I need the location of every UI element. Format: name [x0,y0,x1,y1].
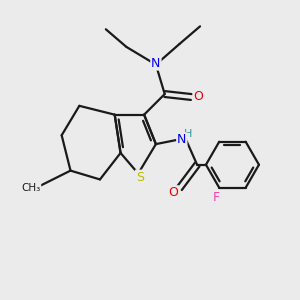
Text: F: F [213,191,220,205]
Text: O: O [169,186,178,199]
Text: N: N [177,133,187,146]
Text: H: H [184,129,193,139]
Text: N: N [151,57,160,70]
Text: S: S [136,171,144,184]
Text: CH₃: CH₃ [21,183,40,193]
Text: O: O [194,91,203,103]
